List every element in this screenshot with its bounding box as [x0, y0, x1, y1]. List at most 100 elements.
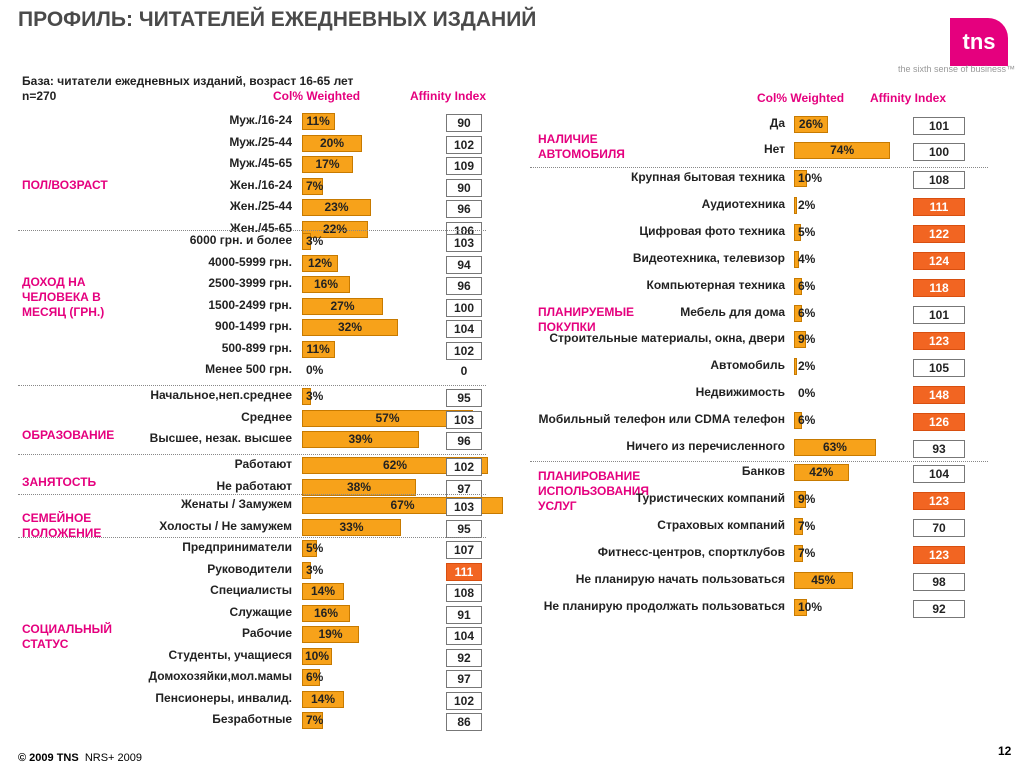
- bar: [302, 561, 311, 579]
- affinity-index-value: 104: [913, 465, 965, 483]
- bar-value-label: 9%: [798, 332, 816, 347]
- bar-value-label: 62%: [383, 458, 408, 472]
- bar-value-label: 11%: [306, 341, 330, 356]
- category-label: ПОЛ/ВОЗРАСТ: [22, 178, 108, 192]
- row-label: Безработные: [212, 712, 292, 726]
- bar-value-label: 3%: [306, 389, 324, 403]
- bar: [794, 464, 849, 481]
- bar: [794, 518, 804, 535]
- bar: [302, 233, 311, 250]
- bar-value-label: 26%: [798, 117, 823, 131]
- bar-value-label: 2%: [798, 197, 816, 212]
- bar: [302, 177, 323, 195]
- row-label: 2500-3999 грн.: [208, 276, 292, 290]
- bar: [302, 712, 323, 729]
- row-label: Холосты / Не замужем: [159, 518, 292, 533]
- bar-value-label: 12%: [308, 255, 333, 270]
- bar: [302, 388, 311, 405]
- bar-value-label: 3%: [306, 562, 324, 577]
- category-label: СЕМЕЙНОЕ ПОЛОЖЕНИЕ: [22, 511, 102, 540]
- affinity-index-value: 108: [913, 171, 965, 189]
- affinity-index-value: 126: [913, 413, 965, 432]
- bar: [794, 439, 876, 456]
- row-label: Крупная бытовая техника: [631, 170, 785, 184]
- affinity-index-value: 102: [446, 341, 482, 360]
- bar-value-label: 6%: [798, 413, 816, 428]
- bar-value-label: 2%: [798, 359, 816, 374]
- row-label: Автомобиль: [710, 358, 785, 373]
- row-label: Страховых компаний: [657, 518, 785, 532]
- bar: [302, 478, 416, 496]
- bar-value-label: 14%: [311, 691, 336, 706]
- bar-value-label: 6%: [798, 278, 816, 293]
- bar: [302, 431, 419, 448]
- group-separator: [18, 494, 486, 495]
- bar-value-label: 42%: [809, 465, 834, 479]
- row-label: Жен./16-24: [229, 177, 292, 192]
- row-label: 1500-2499 грн.: [208, 297, 292, 312]
- row-label: Нет: [763, 142, 785, 156]
- affinity-index-value: 102: [446, 691, 482, 710]
- bar: [794, 304, 802, 322]
- affinity-index-value: 100: [913, 143, 965, 161]
- bar-value-label: 33%: [339, 519, 364, 534]
- row-label: Муж./16-24: [229, 113, 292, 127]
- bar: [302, 669, 320, 686]
- affinity-index-value: 122: [913, 224, 965, 243]
- affinity-index-value: 108: [446, 584, 482, 602]
- bar: [794, 412, 802, 430]
- bar-value-label: 63%: [822, 440, 847, 454]
- bar-value-label: 0%: [798, 386, 816, 401]
- bar: [794, 599, 807, 616]
- affinity-index-value: 124: [913, 251, 965, 270]
- base-description: База: читатели ежедневных изданий, возра…: [22, 74, 354, 88]
- row-label: Руководители: [207, 561, 292, 576]
- row-label: Студенты, учащиеся: [168, 647, 292, 662]
- bar: [794, 250, 800, 268]
- category-label: ЗАНЯТОСТЬ: [22, 475, 97, 489]
- affinity-index-value: 98: [913, 573, 965, 591]
- left-affinity-header: Affinity Index: [410, 89, 487, 103]
- row-label: Предприниматели: [182, 540, 292, 554]
- bar: [794, 491, 806, 508]
- copyright: © 2009 TNS: [18, 752, 79, 764]
- bar-value-label: 7%: [306, 713, 324, 727]
- row-label: Среднее: [241, 409, 292, 424]
- footer: © 2009 TNS NRS+ 2009: [18, 752, 142, 764]
- row-label: 4000-5999 грн.: [208, 254, 292, 269]
- row-label: Высшее, незак. высшее: [149, 431, 292, 445]
- bar-value-label: 10%: [305, 648, 330, 663]
- source: NRS+ 2009: [84, 752, 143, 764]
- bar: [302, 276, 350, 293]
- bar-value-label: 10%: [798, 171, 823, 185]
- row-label: Жен./45-65: [229, 220, 292, 235]
- category-label: ПЛАНИРОВАНИЕ ИСПОЛЬЗОВАНИЯ УСЛУГ: [538, 469, 650, 513]
- category-label: ПЛАНИРУЕМЫЕ ПОКУПКИ: [538, 305, 635, 334]
- bar-value-label: 4%: [798, 251, 816, 266]
- bar-value-label: 23%: [324, 200, 349, 214]
- category-label: ОБРАЗОВАНИЕ: [22, 428, 115, 442]
- affinity-index-value: 93: [913, 440, 965, 458]
- row-label: Банков: [741, 464, 785, 478]
- row-label: Мебель для дома: [680, 304, 785, 319]
- bar-value-label: 45%: [811, 573, 836, 587]
- bar-value-label: 32%: [338, 320, 363, 334]
- affinity-index-value: 95: [446, 389, 482, 407]
- bar-value-label: 6%: [798, 305, 816, 320]
- bar-value-label: 16%: [314, 605, 339, 620]
- bar: [302, 518, 401, 536]
- affinity-index-value: 97: [446, 670, 482, 688]
- row-label: Специалисты: [210, 583, 292, 597]
- affinity-index-value: 103: [446, 498, 482, 516]
- affinity-index-value: 95: [446, 519, 482, 538]
- affinity-index-value: 107: [446, 541, 482, 559]
- bar: [302, 134, 362, 152]
- bar-value-label: 5%: [306, 541, 324, 555]
- affinity-index-value: 123: [913, 332, 965, 351]
- bar: [302, 540, 317, 557]
- row-label: Не планирую продолжать пользоваться: [543, 599, 785, 613]
- affinity-index-value: 101: [913, 117, 965, 135]
- row-label: Да: [769, 116, 785, 130]
- affinity-index-value: 102: [446, 135, 482, 154]
- affinity-index-value: 118: [913, 278, 965, 297]
